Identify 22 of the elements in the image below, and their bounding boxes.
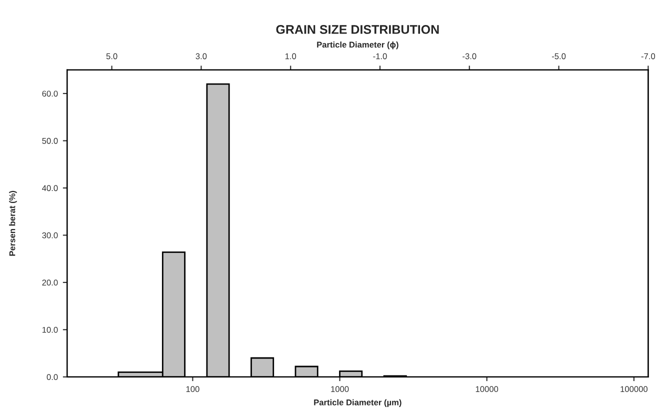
y-tick-label: 60.0 — [42, 90, 58, 97]
chart-title: GRAIN SIZE DISTRIBUTION — [276, 25, 439, 34]
x2-tick-label: 1.0 — [285, 53, 296, 60]
y-tick-label: 20.0 — [42, 280, 58, 286]
y-tick-label: 0.0 — [46, 374, 58, 380]
y-tick-label: 40.0 — [42, 185, 58, 192]
y-tick-label: 50.0 — [42, 138, 58, 144]
x2-tick-label: 3.0 — [196, 53, 207, 60]
x-axis-title: Particle Diameter (µm) — [314, 399, 402, 408]
x2-tick-label: -7.0 — [641, 53, 656, 60]
y-axis-title: Persen berat (%) — [9, 190, 17, 256]
x2-tick-label: -3.0 — [462, 53, 476, 60]
x-tick-label: 100 — [186, 386, 200, 392]
x-tick-label: 10000 — [476, 386, 498, 392]
y-tick-label: 30.0 — [42, 232, 58, 238]
x-tick-label: 1000 — [331, 386, 349, 392]
x2-tick-label: 5.0 — [106, 53, 118, 60]
x2-axis-title: Particle Diameter (ϕ) — [317, 41, 398, 50]
x-tick-label: 100000 — [620, 386, 648, 392]
x2-tick-label: -1.0 — [373, 53, 387, 60]
x2-tick-label: -5.0 — [552, 53, 566, 60]
y-tick-label: 10.0 — [42, 326, 58, 333]
